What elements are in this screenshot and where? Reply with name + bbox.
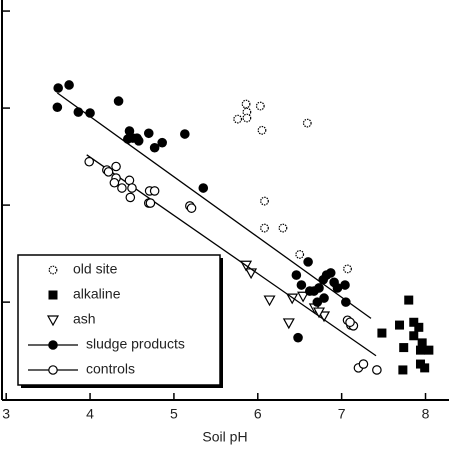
x-tick-label: 7 [338, 406, 346, 422]
point [295, 250, 305, 259]
point [291, 270, 302, 280]
x-tick-label: 3 [2, 406, 10, 422]
point [358, 359, 369, 369]
point [325, 268, 336, 278]
point [257, 125, 267, 135]
x-tick-label: 6 [254, 406, 262, 422]
point [64, 80, 74, 90]
point [260, 223, 269, 233]
point [377, 328, 387, 338]
legend-marker [48, 365, 58, 375]
point [260, 196, 269, 206]
point [84, 156, 95, 167]
point [296, 280, 307, 290]
point [297, 291, 310, 303]
point [85, 108, 95, 118]
legend-label: old site [73, 261, 118, 277]
point [278, 223, 288, 233]
x-tick-label: 4 [86, 406, 94, 422]
point [149, 142, 160, 153]
point [303, 257, 313, 267]
x-tick-label: 5 [170, 406, 178, 422]
legend-label: ash [73, 311, 96, 327]
point [255, 101, 265, 111]
point [233, 114, 243, 124]
point [245, 268, 258, 280]
point [111, 161, 121, 172]
point [73, 107, 84, 117]
point [404, 295, 414, 305]
point [399, 343, 409, 353]
legend-marker [46, 315, 60, 327]
legend-marker [48, 340, 58, 350]
point [398, 365, 408, 375]
point [149, 186, 160, 196]
point [103, 167, 114, 177]
point [282, 318, 295, 330]
point [395, 320, 405, 330]
point [414, 322, 424, 332]
point [424, 345, 434, 355]
x-axis-label: Soil pH [202, 429, 247, 445]
legend-label: alkaline [73, 286, 121, 302]
point [186, 203, 197, 213]
point [133, 135, 144, 146]
point [127, 183, 137, 193]
point [318, 311, 331, 323]
point [52, 102, 63, 113]
point [242, 113, 252, 123]
legend-marker [48, 265, 58, 275]
point [143, 128, 154, 139]
point [145, 198, 156, 208]
legend-marker [48, 290, 58, 300]
point [341, 297, 351, 307]
point [122, 134, 133, 144]
point [415, 359, 425, 369]
point [180, 129, 190, 139]
point [409, 317, 419, 327]
point [117, 183, 127, 193]
point [125, 192, 136, 203]
point [343, 264, 352, 274]
point [109, 177, 120, 188]
point [372, 365, 382, 375]
point [314, 283, 324, 293]
point [302, 118, 312, 128]
point [312, 297, 323, 307]
point [293, 332, 303, 343]
point [53, 83, 63, 93]
point [263, 295, 276, 307]
point [415, 345, 425, 355]
point [409, 331, 419, 341]
point [345, 317, 355, 328]
point [241, 99, 251, 109]
point [312, 307, 326, 319]
legend-label: sludge products [86, 336, 185, 352]
point [340, 280, 350, 290]
x-tick-label: 8 [422, 406, 430, 422]
point [157, 137, 167, 148]
legend-label: controls [86, 361, 135, 377]
point [417, 338, 427, 348]
point [198, 183, 209, 193]
point [113, 96, 124, 106]
